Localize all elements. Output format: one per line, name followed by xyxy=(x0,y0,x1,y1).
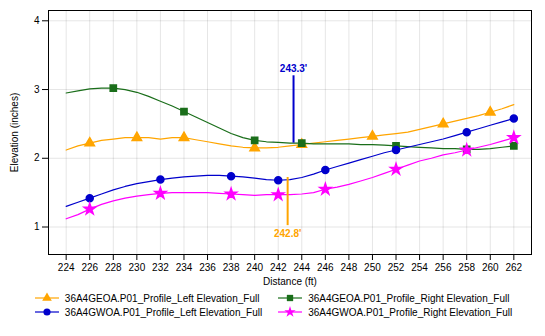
svg-text:232: 232 xyxy=(152,262,169,273)
svg-text:250: 250 xyxy=(364,262,381,273)
svg-text:3: 3 xyxy=(34,84,40,95)
svg-text:1: 1 xyxy=(34,221,40,232)
svg-text:Distance (ft): Distance (ft) xyxy=(263,276,317,287)
svg-text:256: 256 xyxy=(435,262,452,273)
svg-text:224: 224 xyxy=(58,262,75,273)
svg-text:2: 2 xyxy=(34,152,40,163)
html-text:36A4GWOA.P01_Profile_Right Ele: 36A4GWOA.P01_Profile_Right Elevation_Ful… xyxy=(308,306,513,318)
svg-text:4: 4 xyxy=(34,15,40,26)
svg-text:228: 228 xyxy=(105,262,122,273)
svg-text:246: 246 xyxy=(317,262,334,273)
svg-text:260: 260 xyxy=(482,262,499,273)
svg-text:258: 258 xyxy=(458,262,475,273)
svg-text:234: 234 xyxy=(176,262,193,273)
svg-text:242.8': 242.8' xyxy=(274,228,301,239)
svg-text:240: 240 xyxy=(246,262,263,273)
svg-text:236: 236 xyxy=(199,262,216,273)
svg-text:262: 262 xyxy=(505,262,522,273)
html-text:36A4GWOA.P01_Profile_Left Elev: 36A4GWOA.P01_Profile_Left Elevation_Full xyxy=(64,306,263,318)
html-text:36A4GEOA.P01_Profile_Right Ele: 36A4GEOA.P01_Profile_Right Elevation_Ful… xyxy=(308,292,510,304)
svg-text:252: 252 xyxy=(388,262,405,273)
svg-text:242: 242 xyxy=(270,262,287,273)
svg-text:Elevation (inches): Elevation (inches) xyxy=(9,93,20,172)
svg-text:248: 248 xyxy=(341,262,358,273)
html-text:36A4GEOA.P01_Profile_Left Elev: 36A4GEOA.P01_Profile_Left Elevation_Full xyxy=(64,292,260,304)
svg-text:254: 254 xyxy=(411,262,428,273)
svg-text:238: 238 xyxy=(223,262,240,273)
svg-text:226: 226 xyxy=(81,262,98,273)
svg-text:243.3': 243.3' xyxy=(280,63,307,74)
svg-text:230: 230 xyxy=(129,262,146,273)
svg-text:244: 244 xyxy=(293,262,310,273)
